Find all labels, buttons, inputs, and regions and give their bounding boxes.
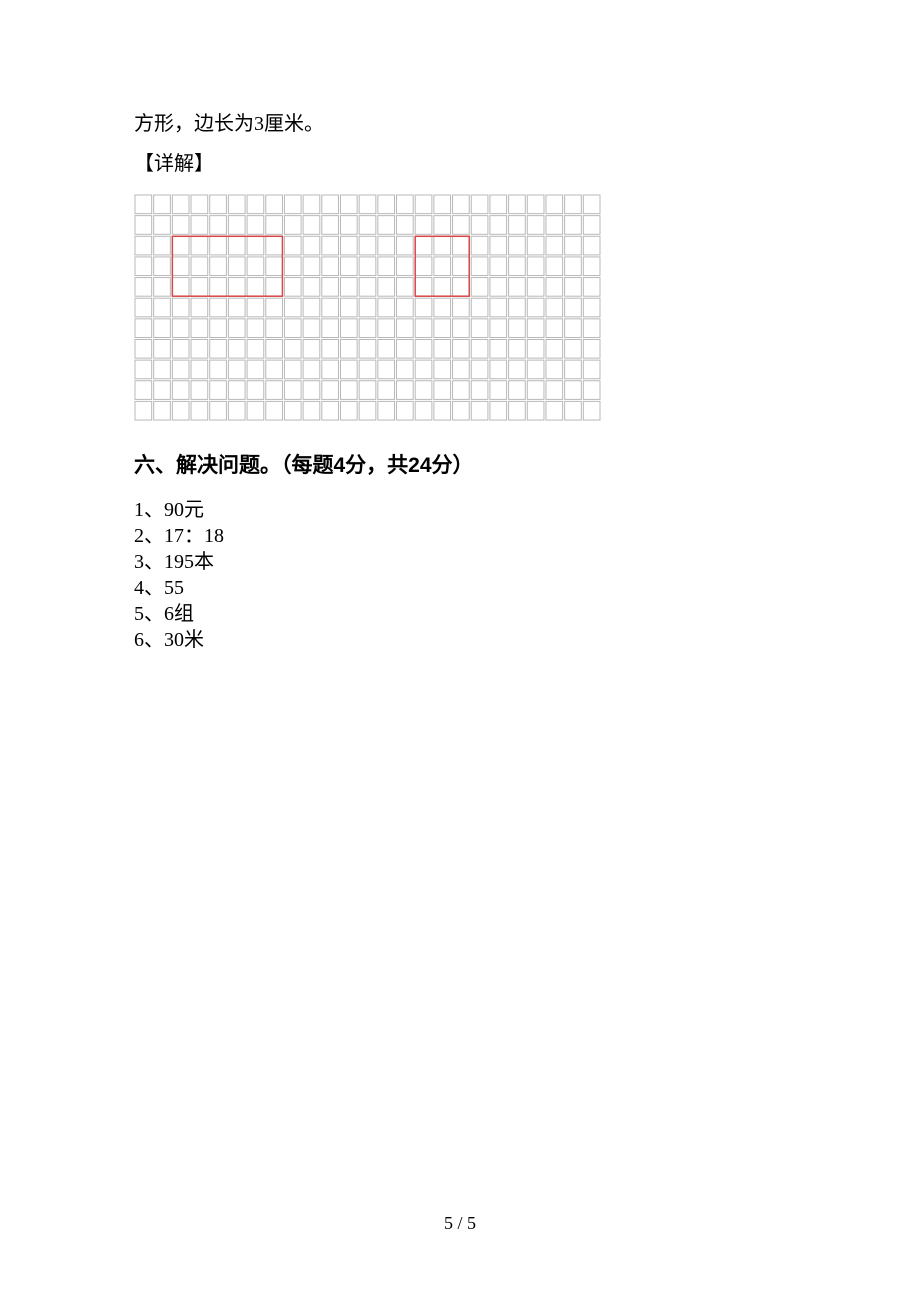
answer-list: 1、90元2、17：183、195本4、555、6组6、30米: [134, 497, 786, 653]
page-number: 5 / 5: [0, 1213, 920, 1234]
answer-item: 1、90元: [134, 497, 786, 523]
section-heading: 六、解决问题。（每题4分，共24分）: [134, 449, 786, 483]
detail-label: 【详解】: [134, 148, 786, 180]
intro-text: 方形，边长为3厘米。: [134, 108, 786, 140]
answer-item: 2、17：18: [134, 523, 786, 549]
answer-item: 6、30米: [134, 627, 786, 653]
grid-diagram: [134, 194, 601, 421]
answer-item: 3、195本: [134, 549, 786, 575]
grid-svg: [134, 194, 601, 421]
answer-item: 4、55: [134, 575, 786, 601]
answer-item: 5、6组: [134, 601, 786, 627]
